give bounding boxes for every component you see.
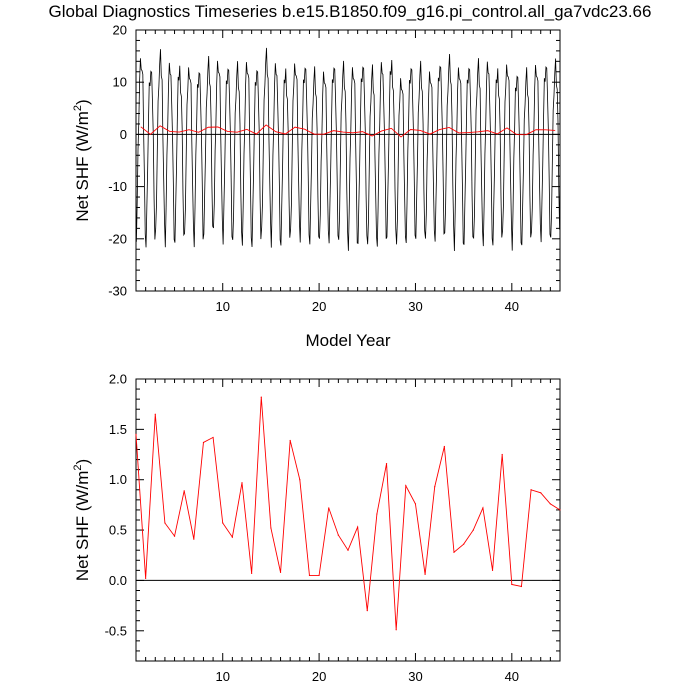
- y-axis-title-main: Net SHF (W/m: [73, 471, 92, 582]
- annual-mean-line: [140, 124, 556, 138]
- data-point: [164, 522, 166, 524]
- data-point: [212, 436, 214, 439]
- data-point: [549, 503, 551, 505]
- data-point: [308, 574, 311, 576]
- data-point: [424, 573, 426, 575]
- data-point: [135, 433, 137, 435]
- data-point: [328, 507, 330, 509]
- data-point: [511, 583, 513, 586]
- data-point: [443, 445, 445, 448]
- y-tick-label: -10: [108, 179, 127, 194]
- data-point: [491, 569, 494, 571]
- data-point: [299, 479, 301, 481]
- data-point: [366, 610, 368, 612]
- y-axis-title-close: ): [73, 99, 92, 105]
- data-point: [405, 485, 407, 487]
- x-tick-label: 10: [215, 669, 229, 684]
- data-point: [501, 453, 503, 456]
- data-point: [463, 543, 465, 545]
- y-axis-title: Net SHF (W/m2): [72, 459, 92, 581]
- data-point: [472, 529, 474, 531]
- x-tick-label: 10: [215, 299, 229, 314]
- y-tick-label: 0: [120, 127, 127, 142]
- y-tick-label: -20: [108, 231, 127, 246]
- data-point: [270, 527, 272, 529]
- data-point: [183, 490, 185, 492]
- data-point: [241, 482, 243, 484]
- data-point: [279, 571, 282, 573]
- data-point: [222, 522, 224, 524]
- data-point: [434, 486, 436, 488]
- x-tick-label: 20: [312, 299, 326, 314]
- y-axis-title-close: ): [73, 459, 92, 465]
- data-point: [260, 396, 262, 398]
- y-tick-label: 2.0: [109, 372, 127, 387]
- data-point: [453, 551, 455, 553]
- plot-frame: [135, 29, 561, 292]
- data-point: [395, 629, 397, 631]
- data-point: [289, 439, 291, 442]
- y-axis-title-sup: 2: [72, 465, 84, 471]
- y-tick-label: 20: [113, 23, 127, 38]
- data-point: [530, 489, 532, 491]
- x-tick-label: 20: [312, 669, 326, 684]
- y-tick-label: 1.5: [109, 422, 127, 437]
- y-axis-title-sup: 2: [72, 105, 84, 111]
- y-tick-label: 0.5: [109, 523, 127, 538]
- y-axis-title-main: Net SHF (W/m: [73, 111, 92, 222]
- data-point: [414, 503, 417, 505]
- x-tick-label: 40: [505, 299, 519, 314]
- y-tick-label: 1.0: [109, 472, 127, 487]
- x-tick-label: 30: [408, 299, 422, 314]
- data-point: [376, 513, 378, 515]
- y-axis-title: Net SHF (W/m2): [72, 99, 92, 221]
- data-point: [231, 536, 233, 538]
- y-tick-label: 10: [113, 75, 127, 90]
- x-axis-title: Model Year: [305, 331, 390, 350]
- data-point: [337, 534, 339, 536]
- data-point: [251, 572, 253, 574]
- y-tick-label: -30: [108, 284, 127, 299]
- monthly-series-line: [136, 47, 560, 251]
- data-point: [482, 507, 484, 509]
- y-tick-label: 0.0: [109, 573, 127, 588]
- data-point: [520, 585, 523, 588]
- panel-1: 10 20 30 40 20 10 0 -10 -20 -30 Model Year Net SHF …: [72, 23, 561, 350]
- data-point: [193, 538, 195, 540]
- data-point: [347, 549, 349, 551]
- data-point: [540, 492, 542, 494]
- data-point: [173, 535, 176, 537]
- data-point: [357, 526, 359, 528]
- y-tick-label: -0.5: [105, 623, 127, 638]
- annual-series-line: [135, 397, 561, 630]
- x-tick-label: 40: [505, 669, 519, 684]
- data-point: [202, 441, 205, 444]
- data-point: [154, 413, 156, 415]
- data-point: [145, 577, 147, 580]
- data-point: [559, 509, 561, 511]
- x-tick-label: 30: [408, 669, 422, 684]
- chart-title: Global Diagnostics Timeseries b.e15.B185…: [48, 2, 652, 21]
- data-point: [318, 574, 320, 576]
- data-point: [385, 463, 388, 465]
